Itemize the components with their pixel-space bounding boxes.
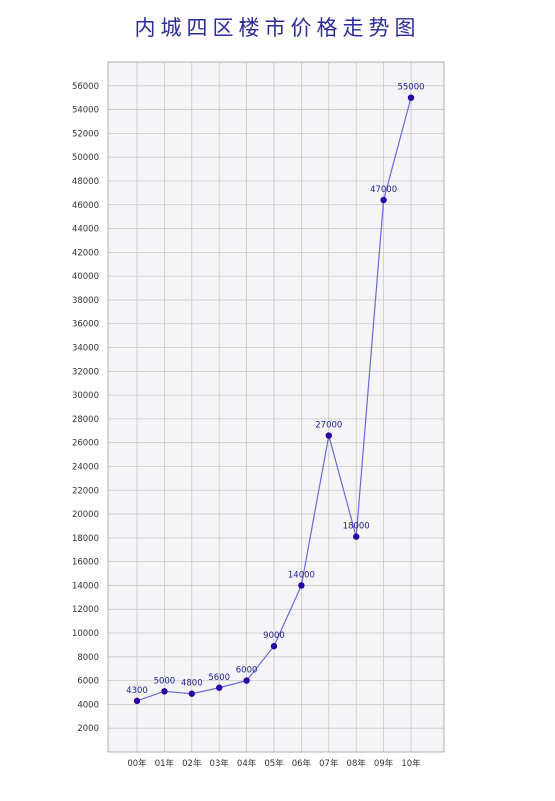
y-tick-label: 30000 (72, 391, 99, 401)
data-label: 4300 (126, 686, 148, 696)
y-tick-label: 24000 (72, 462, 99, 472)
y-tick-label: 50000 (72, 153, 99, 163)
x-tick-label: 10年 (401, 758, 421, 769)
x-tick-label: 06年 (292, 758, 312, 769)
data-point (298, 582, 305, 589)
y-tick-label: 22000 (72, 486, 99, 496)
x-tick-label: 02年 (182, 758, 202, 769)
y-tick-label: 48000 (72, 177, 99, 187)
data-label: 55000 (397, 83, 424, 93)
y-tick-label: 32000 (72, 367, 99, 377)
data-label: 14000 (288, 570, 315, 580)
y-tick-label: 46000 (72, 201, 99, 211)
y-tick-label: 12000 (72, 605, 99, 615)
data-point (325, 432, 332, 439)
x-tick-label: 03年 (210, 758, 230, 769)
data-point (133, 697, 141, 705)
y-tick-label: 20000 (72, 510, 99, 520)
data-label: 27000 (315, 421, 342, 431)
y-tick-label: 36000 (72, 320, 99, 330)
y-tick-label: 54000 (72, 106, 99, 116)
y-tick-label: 18000 (72, 534, 99, 544)
y-tick-label: 44000 (72, 225, 99, 235)
y-tick-label: 38000 (72, 296, 99, 306)
data-label: 5600 (208, 673, 230, 683)
chart-title: 内城四区楼市价格走势图 (134, 16, 421, 40)
data-label: 9000 (263, 631, 285, 641)
y-tick-label: 52000 (72, 129, 99, 139)
y-tick-label: 10000 (72, 629, 99, 639)
x-tick-label: 04年 (237, 758, 257, 769)
data-point (216, 684, 223, 691)
y-tick-label: 42000 (72, 248, 99, 258)
data-label: 47000 (370, 185, 397, 195)
data-point (270, 642, 278, 650)
data-label: 6000 (236, 666, 258, 676)
y-tick-label: 26000 (72, 439, 99, 449)
y-tick-label: 8000 (77, 653, 99, 663)
data-point (407, 94, 415, 101)
data-label: 18000 (343, 522, 370, 532)
y-tick-label: 40000 (72, 272, 99, 282)
x-tick-label: 05年 (264, 758, 284, 769)
y-tick-label: 28000 (72, 415, 99, 425)
x-tick-label: 00年 (127, 758, 147, 769)
x-tick-label: 07年 (319, 758, 339, 769)
y-tick-label: 2000 (77, 724, 99, 734)
x-tick-label: 01年 (155, 758, 175, 769)
x-tick-label: 08年 (347, 758, 367, 769)
y-tick-label: 6000 (77, 677, 99, 687)
data-point (188, 690, 195, 697)
y-tick-label: 16000 (72, 558, 99, 568)
y-tick-label: 14000 (72, 581, 99, 591)
data-point (243, 677, 250, 684)
data-point (161, 688, 168, 695)
y-tick-label: 34000 (72, 344, 99, 354)
y-tick-label: 4000 (77, 700, 99, 710)
x-tick-label: 09年 (374, 758, 394, 769)
plot-border (107, 61, 445, 753)
data-point (353, 533, 360, 540)
y-tick-label: 56000 (72, 82, 99, 92)
data-label: 5000 (154, 676, 176, 686)
data-label: 4800 (181, 679, 203, 689)
data-point (380, 196, 387, 204)
